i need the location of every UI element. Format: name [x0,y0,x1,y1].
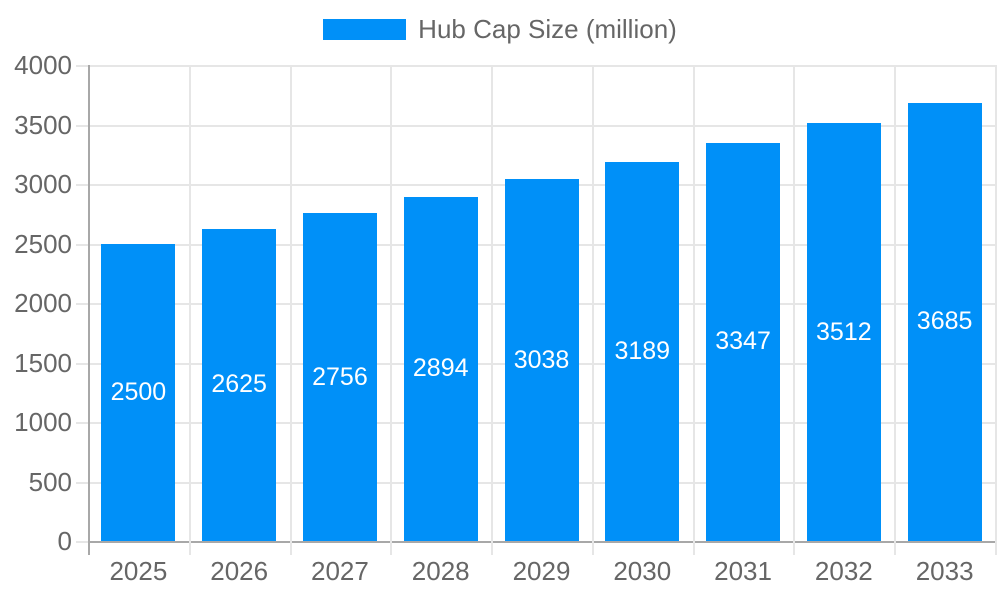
bar-2025[interactable]: 2500 [101,243,176,541]
gridline [894,65,897,555]
y-axis-label: 2000 [14,288,72,318]
x-axis-label: 2028 [411,556,470,586]
bar-2030[interactable]: 3189 [605,161,680,541]
y-axis-label: 3500 [14,109,72,140]
plot-area: 2500 2625 2756 2894 3038 3189 3347 3512 3685 [76,65,997,555]
bar-2027[interactable]: 2756 [302,213,377,541]
x-axis-label: 2027 [311,556,369,586]
y-axis-label: 0 [57,526,72,556]
y-axis-label: 1500 [14,347,72,378]
x-axis-label: 2033 [915,556,974,586]
bar-2029[interactable]: 3038 [504,179,579,541]
legend[interactable]: Hub Cap Size (million) [0,14,1000,45]
gridline [491,65,494,555]
bar-value-label: 2894 [412,354,469,383]
legend-label: Hub Cap Size (million) [418,14,677,44]
gridline [289,65,292,555]
y-axis-label: 1000 [14,407,72,437]
y-axis-label: 4000 [14,50,72,80]
bar-2032[interactable]: 3512 [806,123,881,541]
bar-value-label: 3038 [513,345,570,374]
bar-value-label: 3189 [614,336,671,365]
x-axis-line [88,541,995,543]
bar-value-label: 3685 [916,307,973,336]
gridline [692,65,695,555]
gridline [76,124,995,127]
bar-value-label: 2500 [110,377,167,406]
y-axis-tick [76,541,88,543]
x-axis-label: 2032 [814,556,873,586]
legend-swatch [323,19,407,40]
gridline [188,65,191,555]
bar-value-label: 3347 [715,327,771,356]
y-axis-label: 3000 [14,169,72,199]
bar-2026[interactable]: 2625 [202,228,277,541]
bar-value-label: 2625 [211,370,267,399]
y-axis-label: 500 [28,466,72,497]
x-axis-label: 2025 [109,556,168,586]
x-axis-label: 2029 [512,556,571,586]
bar-value-label: 3512 [816,317,872,346]
bar-2033[interactable]: 3685 [907,102,982,541]
gridline [591,65,594,555]
x-axis-label: 2031 [714,556,772,586]
gridline [995,65,997,555]
gridline [793,65,796,555]
gridline [76,65,995,67]
x-axis-label: 2026 [210,556,269,586]
bar-value-label: 2756 [312,362,368,391]
y-axis-label: 2500 [14,228,72,259]
x-axis-label: 2030 [613,556,672,586]
gridline [390,65,393,555]
bar-2031[interactable]: 3347 [706,142,781,541]
bar-2028[interactable]: 2894 [403,196,478,541]
y-axis-line [88,65,90,555]
